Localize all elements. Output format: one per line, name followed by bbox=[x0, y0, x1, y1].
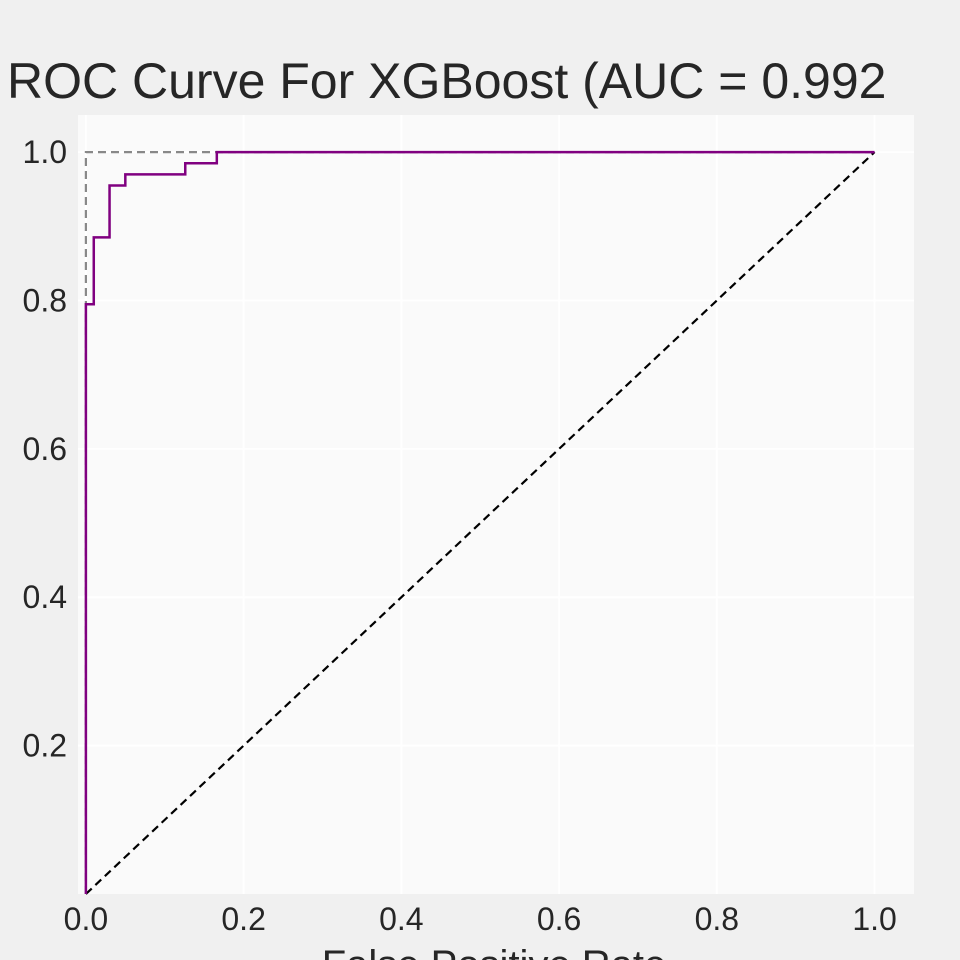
x-tick-labels: 0.0 0.2 0.4 0.6 0.8 1.0 bbox=[64, 901, 897, 937]
y-tick-label: 0.2 bbox=[23, 728, 67, 764]
x-tick-label: 0.0 bbox=[64, 901, 108, 937]
series-line-0 bbox=[84, 150, 875, 894]
y-tick-label: 0.8 bbox=[23, 282, 67, 318]
y-tick-labels: 0.2 0.4 0.6 0.8 1.0 bbox=[23, 134, 67, 764]
x-tick-label: 0.2 bbox=[221, 901, 265, 937]
y-tick-label: 0.6 bbox=[23, 431, 67, 467]
x-tick-label: 0.8 bbox=[695, 901, 739, 937]
series-line-2 bbox=[85, 151, 876, 895]
y-tick-label: 1.0 bbox=[23, 134, 67, 170]
chart-title: ROC Curve For XGBoost (AUC = 0.992 bbox=[7, 53, 886, 109]
x-tick-label: 1.0 bbox=[852, 901, 896, 937]
x-tick-label: 0.6 bbox=[537, 901, 581, 937]
series-group bbox=[84, 150, 876, 895]
y-tick-label: 0.4 bbox=[23, 579, 67, 615]
x-axis-label: False Positive Rate bbox=[322, 943, 667, 960]
x-tick-label: 0.4 bbox=[379, 901, 423, 937]
plot-area bbox=[78, 115, 914, 894]
